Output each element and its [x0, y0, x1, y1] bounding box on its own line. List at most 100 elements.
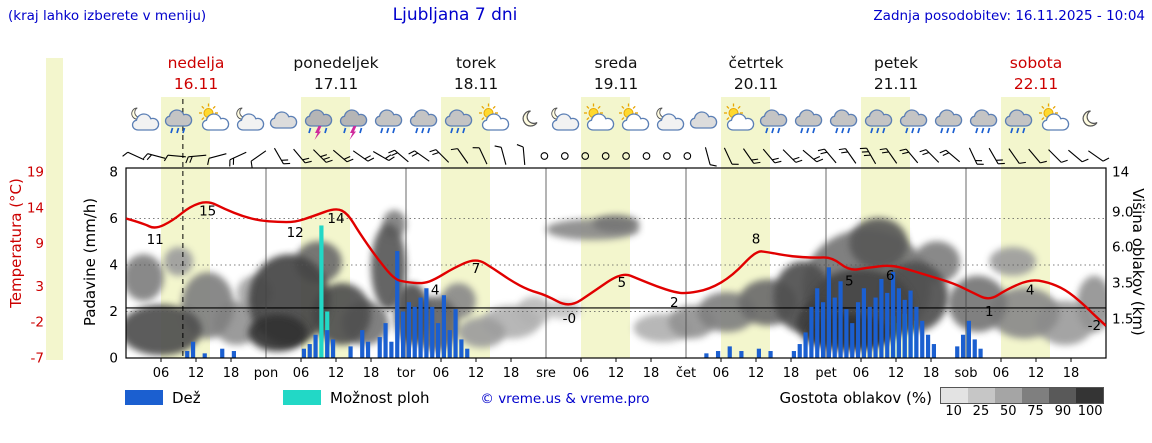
wind-barb-icon — [1008, 148, 1026, 164]
sun-cloud-icon — [199, 103, 230, 131]
wind-barb-icon — [185, 154, 207, 164]
rain-bar — [301, 348, 306, 358]
rain-bar — [914, 306, 919, 358]
copyright-link[interactable]: © vreme.us & vreme.pro — [480, 391, 650, 407]
hour-label: 12 — [1028, 366, 1045, 381]
density-step — [968, 388, 995, 403]
rain-bar — [803, 332, 808, 358]
hour-label: 06 — [153, 366, 170, 381]
last-updated: Zadnja posodobitev: 16.11.2025 - 10:04 — [873, 8, 1145, 24]
temp-value-label: 2 — [670, 295, 679, 311]
left-strip — [46, 58, 63, 360]
wind-barb-icon — [313, 149, 333, 163]
wind-barb-icon — [332, 149, 354, 163]
density-step — [1076, 388, 1103, 403]
cloud-density-scale — [940, 387, 1104, 404]
rain-bar — [820, 302, 826, 358]
density-step — [1022, 388, 1049, 403]
moon-cloud-icon — [551, 107, 580, 131]
wind-barb-icon — [494, 145, 507, 165]
sun-cloud-icon — [1039, 103, 1070, 131]
density-step — [941, 388, 968, 403]
rain-bar — [879, 278, 884, 358]
hour-label: 12 — [888, 366, 905, 381]
day-date: 17.11 — [314, 75, 358, 93]
rain-bar — [972, 339, 977, 358]
precip-tick: 4 — [109, 258, 118, 274]
location-hint[interactable]: (kraj lahko izberete v meniju) — [8, 8, 207, 24]
wind-barb-icon — [207, 153, 227, 166]
day-abbr-label: sob — [955, 366, 978, 381]
temp-value-label: -2 — [1088, 318, 1101, 334]
rain-bar — [873, 297, 878, 358]
rain-bar — [815, 288, 820, 358]
cloud-icon — [689, 111, 718, 129]
rain-bar — [441, 295, 446, 358]
rain-bar — [435, 323, 441, 358]
rain-bar — [313, 334, 318, 358]
wind-barb-icon — [229, 151, 247, 167]
page-title: Ljubljana 7 dni — [392, 5, 518, 25]
rain-bar — [465, 348, 470, 358]
thunder-icon — [304, 109, 333, 140]
cloud-height-tick: 9.0 — [1112, 205, 1133, 221]
rain-icon — [829, 109, 858, 134]
temp-value-label: 5 — [618, 275, 627, 291]
rain-bar — [220, 348, 225, 358]
wind-barb-icon — [939, 149, 961, 163]
day-name: sreda — [595, 54, 638, 72]
hour-label: 12 — [188, 366, 205, 381]
wind-barb-icon — [1028, 148, 1047, 164]
hour-label: 06 — [293, 366, 310, 381]
day-abbr-label: tor — [397, 366, 416, 381]
weather-icons — [131, 103, 1098, 140]
rain-bar — [307, 344, 312, 358]
rain-bar — [459, 339, 464, 358]
density-ticks: 10 25 50 75 90 100 — [940, 404, 1104, 419]
day-name: nedelja — [168, 54, 225, 72]
day-date: 21.11 — [874, 75, 918, 93]
density-tick-label: 50 — [999, 404, 1017, 419]
density-tick-label: 10 — [945, 404, 962, 419]
day-name: torek — [456, 54, 496, 72]
day-headers: nedelja 16.11 ponedeljek 17.11 torek 18.11 sre… — [168, 54, 1063, 93]
rain-bar — [855, 302, 861, 358]
precip-tick: 2 — [109, 304, 118, 320]
wind-barb-icon — [142, 153, 166, 161]
rain-icon — [444, 109, 473, 134]
rain-bar — [890, 271, 896, 358]
temperature-axis-label: Temperatura (°C) — [7, 178, 25, 308]
hour-label: 12 — [748, 366, 765, 381]
temp-value-label: 7 — [472, 261, 481, 277]
rain-bar — [430, 306, 435, 358]
rain-bar — [739, 351, 744, 358]
wind-barb-icon — [122, 151, 145, 161]
rain-icon — [164, 109, 193, 134]
rain-bar — [809, 306, 814, 358]
hour-label: 18 — [223, 366, 240, 381]
wind-barb-icon — [273, 147, 291, 165]
temp-value-label: 6 — [886, 268, 895, 284]
density-step — [995, 388, 1022, 403]
moon-cloud-icon — [236, 107, 265, 131]
calm-wind-icon — [560, 152, 569, 160]
day-name: četrtek — [728, 54, 783, 72]
rain-legend-label: Dež — [172, 389, 201, 407]
temp-tick: 9 — [35, 236, 44, 252]
rain-icon — [1004, 109, 1033, 134]
rain-bar — [861, 288, 866, 358]
density-tick-label: 100 — [1077, 404, 1103, 419]
hour-label: 12 — [468, 366, 485, 381]
cloud-height-tick: 6.0 — [1112, 240, 1133, 256]
calm-wind-icon — [581, 152, 590, 160]
calm-wind-icon — [663, 152, 671, 160]
rain-bar — [330, 339, 336, 358]
wind-barb-icon — [408, 150, 430, 162]
temp-tick: 14 — [27, 200, 44, 216]
wind-barb-icon — [802, 149, 824, 163]
rain-bar — [325, 330, 330, 358]
gridlines — [126, 99, 1106, 358]
sun-cloud-icon — [724, 103, 755, 131]
temp-value-label: 1 — [985, 304, 994, 320]
calm-wind-icon — [642, 152, 651, 160]
